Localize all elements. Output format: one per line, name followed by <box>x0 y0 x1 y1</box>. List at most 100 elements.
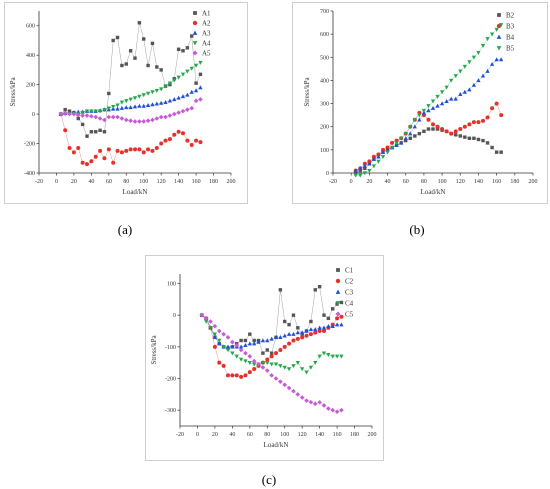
data-point-A4 <box>176 75 181 80</box>
data-point-C2 <box>322 329 326 333</box>
data-point-C4 <box>238 357 244 362</box>
data-point-A2 <box>106 147 111 152</box>
data-point-C3 <box>282 333 287 338</box>
data-point-B2 <box>431 127 435 131</box>
data-point-B3 <box>467 122 472 127</box>
data-point-B3 <box>471 120 476 125</box>
data-point-B4 <box>494 57 499 62</box>
data-point-A2 <box>185 138 190 143</box>
y-tick-label: 200 <box>26 83 35 89</box>
series-line-A5 <box>60 99 201 122</box>
x-tick-label: 100 <box>438 179 447 185</box>
data-point-A5 <box>123 117 129 123</box>
data-point-C4 <box>334 354 340 359</box>
x-tick-label: 200 <box>368 432 377 438</box>
data-point-C2 <box>274 351 278 356</box>
data-point-A5 <box>185 107 190 112</box>
data-point-C3 <box>308 327 314 332</box>
data-point-A1 <box>146 63 150 68</box>
data-point-C4 <box>208 326 213 331</box>
data-point-C3 <box>273 335 279 340</box>
panel-c: -20 0 20 40 60 80 100 120 140 160 180 200 -300 -200 -1… <box>145 255 384 461</box>
data-point-C3 <box>269 336 274 341</box>
y-tick-label: 400 <box>26 53 35 59</box>
data-point-B4 <box>430 105 436 110</box>
data-point-C2 <box>217 360 222 365</box>
data-point-A5 <box>97 116 103 121</box>
data-point-C4 <box>313 360 318 365</box>
data-point-C3 <box>321 325 327 330</box>
data-point-B3 <box>499 113 504 118</box>
data-point-A5 <box>110 114 116 120</box>
data-point-B3 <box>494 101 499 106</box>
data-point-B5 <box>417 113 422 118</box>
data-point-A4 <box>180 72 186 77</box>
data-point-C3 <box>286 331 292 336</box>
data-point-B4 <box>426 108 431 113</box>
data-point-A1 <box>150 41 155 46</box>
data-point-C5 <box>304 398 309 403</box>
legend-label-A4: A4 <box>202 40 211 48</box>
data-point-A2 <box>71 150 76 155</box>
data-point-A1 <box>155 65 159 69</box>
data-point-B2 <box>485 141 490 145</box>
data-point-C2 <box>269 354 274 359</box>
data-point-B4 <box>380 149 386 154</box>
data-point-A4 <box>141 93 146 98</box>
data-point-C4 <box>230 351 235 356</box>
caption-a: (a) <box>117 222 133 237</box>
data-point-A1 <box>76 116 80 121</box>
data-point-C4 <box>304 370 309 375</box>
x-tick-label: 100 <box>139 179 148 185</box>
x-tick-label: 60 <box>247 432 253 438</box>
data-point-B5 <box>376 159 381 164</box>
y-tick-label: 500 <box>320 55 329 61</box>
data-point-A4 <box>89 109 94 114</box>
data-point-C2 <box>278 348 283 352</box>
data-point-C2 <box>282 344 287 349</box>
data-point-A2 <box>98 148 103 153</box>
data-point-C5 <box>321 403 327 408</box>
data-point-C3 <box>326 323 331 328</box>
data-point-A5 <box>193 98 199 104</box>
data-point-C4 <box>204 319 209 324</box>
data-point-A1 <box>80 122 85 127</box>
y-tick-label: 100 <box>167 282 176 288</box>
y-axis-label: Stress/kPa <box>150 335 158 365</box>
x-tick-label: 0 <box>350 179 353 185</box>
data-point-C1 <box>248 332 252 336</box>
data-point-C5 <box>260 365 266 370</box>
data-point-A3 <box>159 100 164 105</box>
legend-label-C3: C3 <box>345 289 354 297</box>
x-tick-label: 60 <box>403 179 409 185</box>
data-point-A3 <box>180 94 186 99</box>
y-tick-label: 400 <box>320 78 329 84</box>
data-point-A4 <box>93 109 98 114</box>
data-point-A4 <box>163 84 168 89</box>
y-tick-label: -200 <box>24 142 35 148</box>
data-point-C3 <box>300 330 305 335</box>
data-point-A1 <box>94 130 98 134</box>
legend-marker-B4 <box>496 34 502 39</box>
legend-marker-B2 <box>497 13 501 17</box>
data-point-C3 <box>295 330 300 335</box>
data-point-A1 <box>111 38 115 43</box>
data-point-C1 <box>239 338 243 343</box>
data-point-A4 <box>137 94 142 99</box>
data-point-A2 <box>154 145 159 150</box>
data-point-C5 <box>282 382 288 388</box>
data-point-B3 <box>385 145 390 150</box>
data-point-B4 <box>485 68 490 73</box>
data-point-A5 <box>58 111 64 117</box>
data-point-A5 <box>75 112 81 118</box>
data-point-A3 <box>150 102 155 107</box>
x-tick-label: 20 <box>366 179 372 185</box>
data-point-B4 <box>399 140 404 145</box>
x-tick-label: 120 <box>157 179 166 185</box>
data-point-A4 <box>185 69 190 74</box>
data-point-A2 <box>194 138 199 143</box>
data-point-B2 <box>467 136 472 140</box>
data-point-A4 <box>159 87 164 92</box>
data-point-A1 <box>137 21 142 25</box>
data-point-B5 <box>499 23 504 28</box>
